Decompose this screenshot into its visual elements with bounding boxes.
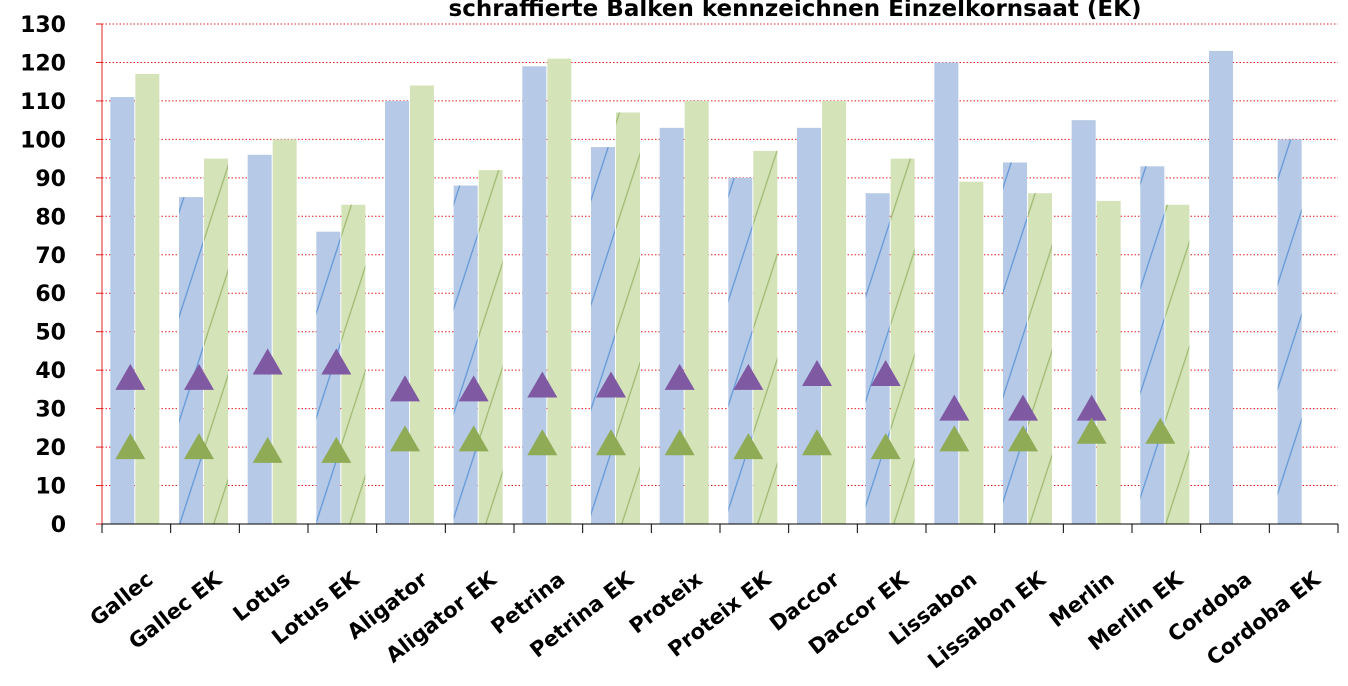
marker-triangle xyxy=(1008,394,1038,421)
marker-triangle xyxy=(1076,417,1107,444)
marker-triangle xyxy=(1076,394,1107,421)
bar xyxy=(959,181,984,524)
bar-hatch xyxy=(316,231,341,524)
bar-hatch xyxy=(728,177,753,524)
bar-hatch xyxy=(179,197,203,525)
marker-triangle xyxy=(939,394,970,421)
bar-hatch xyxy=(890,158,915,524)
y-tick-label: 120 xyxy=(20,51,66,76)
bar xyxy=(659,127,684,524)
y-tick-label: 70 xyxy=(35,244,66,269)
bar-hatch xyxy=(453,185,478,525)
y-tick-label: 100 xyxy=(20,128,66,153)
marker-triangle xyxy=(252,348,283,375)
markers xyxy=(115,348,1176,463)
axes xyxy=(101,24,1339,533)
bar-hatch xyxy=(1003,162,1027,524)
bar xyxy=(822,100,846,524)
x-tick-label: Lissabon EK xyxy=(923,567,1050,674)
y-tick-label: 40 xyxy=(35,359,66,384)
marker-triangle xyxy=(939,425,970,452)
bar-hatch xyxy=(1277,139,1302,524)
bar xyxy=(1071,120,1096,525)
chart-title: schraffierte Balken kennzeichnen Einzelk… xyxy=(449,0,1142,22)
y-tick-label: 30 xyxy=(35,398,66,423)
marker-triangle xyxy=(252,436,283,463)
marker-triangle xyxy=(664,429,695,456)
bar xyxy=(247,154,272,524)
marker-triangle xyxy=(1008,425,1038,452)
marker-triangle xyxy=(870,433,901,460)
marker-triangle xyxy=(184,363,214,390)
marker-triangle xyxy=(733,363,764,390)
gridlines xyxy=(96,23,1338,525)
marker-triangle xyxy=(321,348,352,375)
bar xyxy=(385,100,409,524)
y-tick-label: 130 xyxy=(20,13,66,38)
bar xyxy=(272,139,297,524)
bar xyxy=(684,100,709,524)
marker-triangle xyxy=(115,433,146,460)
marker-triangle xyxy=(596,429,626,456)
bar-hatch xyxy=(478,170,503,524)
marker-triangle xyxy=(390,375,420,402)
y-tick-label: 80 xyxy=(35,205,66,230)
bar xyxy=(934,62,959,524)
y-tick-label: 0 xyxy=(51,513,66,538)
y-tick-label: 110 xyxy=(20,90,66,115)
bar xyxy=(522,66,547,525)
y-tick-label: 10 xyxy=(35,475,66,500)
bars xyxy=(110,50,1302,525)
marker-triangle xyxy=(458,425,489,452)
bar-hatch xyxy=(204,158,228,524)
marker-triangle xyxy=(664,363,695,390)
bar-hatch xyxy=(591,147,615,525)
marker-triangle xyxy=(802,429,832,456)
bar xyxy=(797,127,821,524)
bar xyxy=(110,97,135,525)
marker-triangle xyxy=(458,375,489,402)
bar xyxy=(1096,200,1121,524)
bar xyxy=(410,85,434,525)
y-tick-labels: 0 10 20 30 40 50 60 70 80 90 100 110 120 130 xyxy=(20,13,66,538)
y-tick-label: 20 xyxy=(35,436,66,461)
bar-hatch xyxy=(1165,204,1190,524)
marker-triangle xyxy=(321,436,352,463)
bar-hatch xyxy=(1028,193,1052,524)
bar-hatch xyxy=(753,150,778,524)
marker-triangle xyxy=(184,433,214,460)
bar-hatch xyxy=(616,112,640,524)
y-tick-label: 60 xyxy=(35,282,66,307)
marker-triangle xyxy=(733,433,764,460)
y-tick-label: 90 xyxy=(35,167,66,192)
marker-triangle xyxy=(527,429,558,456)
bar xyxy=(1209,50,1233,525)
bar-hatch xyxy=(1140,166,1165,525)
y-tick-label: 50 xyxy=(35,321,66,346)
marker-triangle xyxy=(596,371,626,398)
marker-triangle xyxy=(870,360,901,386)
marker-triangle xyxy=(527,371,558,398)
marker-triangle xyxy=(802,360,832,386)
bar-hatch xyxy=(865,193,890,524)
marker-triangle xyxy=(390,425,420,452)
marker-triangle xyxy=(115,363,146,390)
marker-triangle xyxy=(1145,417,1176,444)
